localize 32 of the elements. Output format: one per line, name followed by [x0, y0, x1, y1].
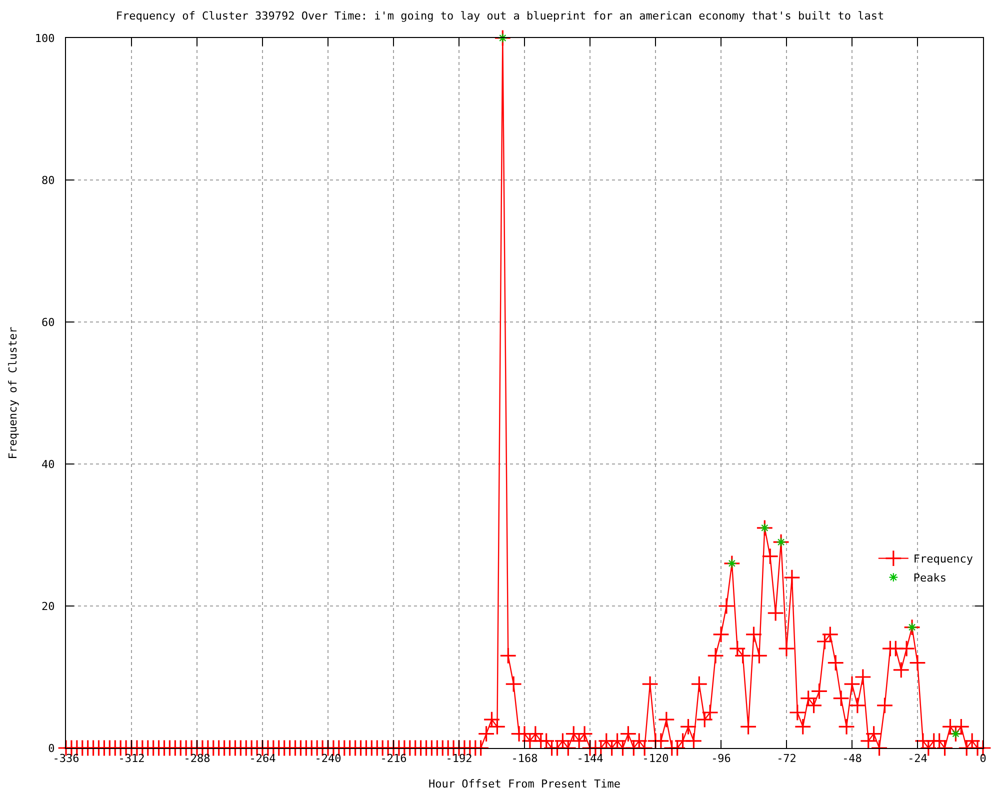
x-tick-label: -144 [576, 752, 604, 766]
point [907, 622, 917, 632]
x-tick-label: -48 [842, 752, 862, 766]
legend-label: Frequency [913, 552, 974, 566]
x-tick-label: -120 [642, 752, 669, 766]
y-tick-label: 0 [48, 742, 55, 755]
point [776, 537, 786, 547]
x-tick-label: -336 [52, 752, 80, 766]
x-tick-label: -216 [380, 752, 407, 766]
y-axis-title: Frequency of Cluster [6, 326, 20, 460]
point [760, 523, 770, 533]
y-tick-label: 60 [42, 316, 55, 329]
point [727, 558, 737, 568]
y-tick-label: 100 [34, 32, 55, 45]
y-tick-label: 80 [42, 174, 55, 187]
x-tick-label: -24 [908, 752, 928, 766]
chart-title: Frequency of Cluster 339792 Over Time: i'm going to lay out a blueprint for an american economy that's built to last [116, 10, 884, 23]
x-tick-label: -312 [118, 752, 145, 766]
x-tick-label: -72 [776, 752, 796, 766]
x-tick-label: 0 [980, 752, 986, 766]
x-tick-label: -96 [711, 752, 731, 766]
point [950, 729, 960, 739]
x-axis-title: Hour Offset From Present Time [428, 777, 621, 790]
x-tick-label: -192 [446, 752, 472, 766]
x-tick-label: -264 [249, 752, 276, 766]
y-tick-label: 20 [42, 600, 55, 613]
legend-label: Peaks [913, 572, 947, 585]
y-tick-label: 40 [42, 458, 55, 471]
point [498, 33, 508, 43]
x-tick-label: -168 [511, 752, 538, 766]
x-tick-label: -240 [314, 752, 342, 766]
x-tick-label: -288 [184, 752, 210, 766]
